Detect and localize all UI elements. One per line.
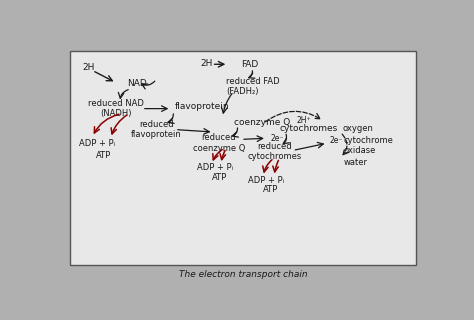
Text: cytochrome
oxidase: cytochrome oxidase	[344, 136, 394, 155]
Text: water: water	[344, 158, 368, 167]
Text: ADP + Pᵢ: ADP + Pᵢ	[197, 163, 233, 172]
FancyBboxPatch shape	[70, 51, 416, 265]
Text: reduced
coenzyme Q: reduced coenzyme Q	[193, 133, 245, 153]
Text: cytochromes: cytochromes	[280, 124, 338, 133]
Text: 2H: 2H	[82, 63, 95, 72]
Text: 2e⁻: 2e⁻	[329, 136, 343, 145]
Text: 2H⁺: 2H⁺	[296, 116, 311, 125]
Text: ATP: ATP	[263, 185, 278, 195]
Text: 2H: 2H	[200, 59, 212, 68]
Text: reduced
flavoprotein: reduced flavoprotein	[131, 120, 182, 139]
Text: FAD: FAD	[241, 60, 258, 69]
Text: The electron transport chain: The electron transport chain	[179, 270, 307, 279]
Text: reduced NAD
(NADH): reduced NAD (NADH)	[88, 99, 144, 118]
Text: 2e⁻: 2e⁻	[271, 134, 284, 143]
Text: ATP: ATP	[96, 151, 111, 160]
Text: ATP: ATP	[212, 173, 227, 182]
Text: flavoprotein: flavoprotein	[175, 102, 229, 111]
Text: ADP + Pᵢ: ADP + Pᵢ	[80, 139, 116, 148]
Text: NAD: NAD	[127, 79, 147, 89]
Text: reduced FAD
(FADH₂): reduced FAD (FADH₂)	[227, 77, 280, 96]
Text: oxygen: oxygen	[342, 124, 373, 133]
Text: reduced
cytochromes: reduced cytochromes	[247, 142, 301, 162]
Text: ADP + Pᵢ: ADP + Pᵢ	[248, 176, 284, 185]
Text: coenzyme Q: coenzyme Q	[234, 118, 290, 127]
